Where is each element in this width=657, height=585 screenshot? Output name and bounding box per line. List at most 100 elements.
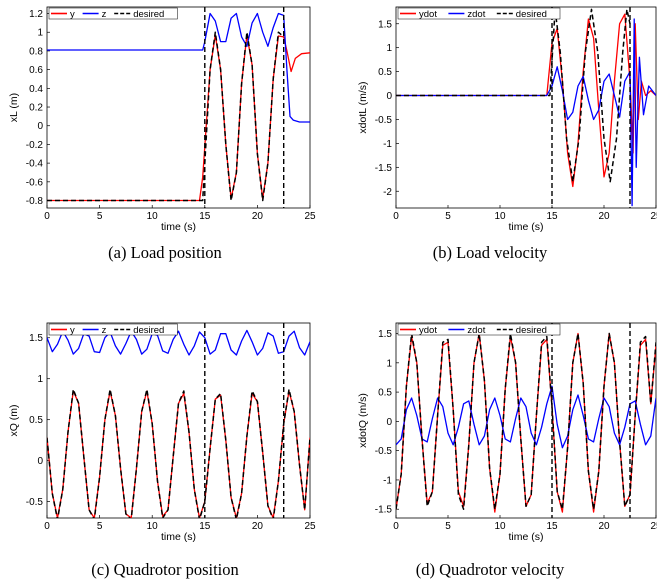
legend-c: y z desired bbox=[48, 323, 178, 336]
legend-a: y z desired bbox=[48, 7, 178, 20]
y-tick-label: 1 bbox=[386, 358, 392, 369]
x-tick-label: 0 bbox=[44, 521, 50, 532]
y-tick-label: -1 bbox=[383, 475, 392, 486]
y-tick-label: -2 bbox=[383, 187, 392, 198]
series-line-desired bbox=[396, 332, 656, 510]
x-tick-label: 25 bbox=[650, 211, 657, 222]
y-tick-label: 0.4 bbox=[29, 84, 43, 95]
legend-label-ydot: ydot bbox=[419, 325, 437, 336]
plot-frame-d bbox=[395, 322, 657, 519]
legend-box bbox=[48, 323, 178, 336]
legend-d: ydot zdot desired bbox=[397, 323, 561, 336]
x-tick-label: 15 bbox=[199, 211, 211, 222]
y-tick-label: 1.5 bbox=[378, 329, 392, 340]
legend-label-y: y bbox=[70, 325, 75, 336]
y-tick-label: 0.5 bbox=[378, 388, 392, 399]
series-group-c bbox=[47, 329, 310, 518]
legend-box bbox=[48, 7, 178, 20]
y-tick-label: 1 bbox=[37, 28, 43, 39]
y-tick-label: -0.5 bbox=[375, 446, 393, 457]
y-axis-label: xdotL (m/s) bbox=[357, 81, 369, 133]
series-line-z bbox=[47, 12, 310, 123]
x-tick-label: 5 bbox=[97, 211, 103, 222]
caption-c: (c) Quadrotor position bbox=[91, 560, 239, 579]
y-tick-label: -0.4 bbox=[26, 159, 44, 170]
x-tick-label: 0 bbox=[393, 211, 399, 222]
x-tick-label: 0 bbox=[44, 211, 50, 222]
y-tick-label: -0.5 bbox=[375, 115, 393, 126]
y-tick-label: -0.5 bbox=[26, 497, 44, 508]
legend-label-desired: desired bbox=[133, 325, 164, 336]
y-axis-label: xL (m) bbox=[8, 93, 20, 122]
series-line-z bbox=[47, 329, 310, 356]
series-group-b bbox=[396, 8, 656, 207]
legend-label-desired: desired bbox=[516, 325, 547, 336]
caption-a: (a) Load position bbox=[108, 243, 222, 262]
y-tick-label: 0 bbox=[386, 91, 392, 102]
y-tick-label: -1.5 bbox=[375, 163, 393, 174]
series-group-a bbox=[47, 12, 310, 202]
series-group-d bbox=[396, 332, 656, 513]
caption-b: (b) Load velocity bbox=[432, 243, 548, 262]
y-tick-label: -1 bbox=[383, 139, 392, 150]
y-tick-label: -0.8 bbox=[26, 196, 44, 207]
y-tick-label: 0.2 bbox=[29, 103, 43, 114]
y-tick-label: -0.2 bbox=[26, 140, 44, 151]
x-axis-label: time (s) bbox=[161, 221, 196, 233]
legend-label-ydot: ydot bbox=[419, 9, 437, 20]
legend-label-z: z bbox=[102, 325, 107, 336]
y-tick-label: -0.6 bbox=[26, 177, 44, 188]
x-tick-label: 10 bbox=[147, 521, 159, 532]
y-axis-label: xdotQ (m/s) bbox=[357, 393, 369, 448]
x-axis-label: time (s) bbox=[509, 531, 544, 543]
x-tick-label: 25 bbox=[650, 521, 657, 532]
y-tick-label: 0 bbox=[386, 417, 392, 428]
x-tick-label: 10 bbox=[494, 211, 506, 222]
series-line-desired bbox=[47, 31, 285, 202]
legend-b: ydot zdot desired bbox=[397, 7, 561, 20]
legend-label-z: z bbox=[102, 9, 107, 20]
y-tick-label: 1 bbox=[37, 374, 43, 385]
legend-label-desired: desired bbox=[516, 9, 547, 20]
caption-d: (d) Quadrotor velocity bbox=[415, 560, 565, 579]
x-tick-label: 5 bbox=[445, 521, 451, 532]
y-tick-label: 0 bbox=[37, 121, 43, 132]
y-tick-label: 1 bbox=[386, 43, 392, 54]
legend-box bbox=[397, 7, 561, 20]
y-tick-label: 1.2 bbox=[29, 9, 43, 20]
legend-label-desired: desired bbox=[133, 9, 164, 20]
x-axis-label: time (s) bbox=[509, 221, 544, 233]
series-line-desired bbox=[47, 388, 310, 518]
legend-label-zdot: zdot bbox=[467, 325, 485, 336]
chart-a: 0 5 10 15 20 25 -0.8 -0.6 -0.4 -0.2 0 0.2 0.4 0.6 0.8 1… bbox=[8, 6, 316, 233]
chart-b: 0 5 10 15 20 25 -2 -1.5 -1 -0.5 0 0.5 1 1.5 time (s) xd… bbox=[357, 6, 657, 233]
legend-label-y: y bbox=[70, 9, 75, 20]
x-tick-label: 15 bbox=[546, 211, 558, 222]
chart-c: 0 5 10 15 20 25 -0.5 0 0.5 1 1.5 time (s) xQ (m) y z de… bbox=[8, 322, 316, 543]
x-tick-label: 5 bbox=[445, 211, 451, 222]
x-tick-label: 20 bbox=[252, 211, 264, 222]
x-axis-label: time (s) bbox=[161, 531, 196, 543]
x-tick-label: 20 bbox=[598, 521, 610, 532]
y-tick-label: 0.5 bbox=[29, 415, 43, 426]
chart-d: 0 5 10 15 20 25 -1.5 -1 -0.5 0 0.5 1 1.5 time (s) xdot… bbox=[357, 322, 657, 543]
y-tick-label: 0.8 bbox=[29, 46, 43, 57]
legend-label-zdot: zdot bbox=[467, 9, 485, 20]
legend-box bbox=[397, 323, 561, 336]
x-tick-label: 20 bbox=[598, 211, 610, 222]
y-axis-label: xQ (m) bbox=[8, 404, 20, 436]
x-tick-label: 0 bbox=[393, 521, 399, 532]
x-tick-label: 15 bbox=[546, 521, 558, 532]
y-tick-label: 0.5 bbox=[378, 67, 392, 78]
y-tick-label: 0 bbox=[37, 456, 43, 467]
x-tick-label: 25 bbox=[304, 211, 316, 222]
x-tick-label: 10 bbox=[494, 521, 506, 532]
y-tick-label: 1.5 bbox=[29, 333, 43, 344]
x-tick-label: 10 bbox=[147, 211, 159, 222]
y-tick-label: -1.5 bbox=[375, 505, 393, 516]
x-tick-label: 25 bbox=[304, 521, 316, 532]
y-tick-label: 1.5 bbox=[378, 19, 392, 30]
x-tick-label: 15 bbox=[199, 521, 211, 532]
y-tick-label: 0.6 bbox=[29, 65, 43, 76]
